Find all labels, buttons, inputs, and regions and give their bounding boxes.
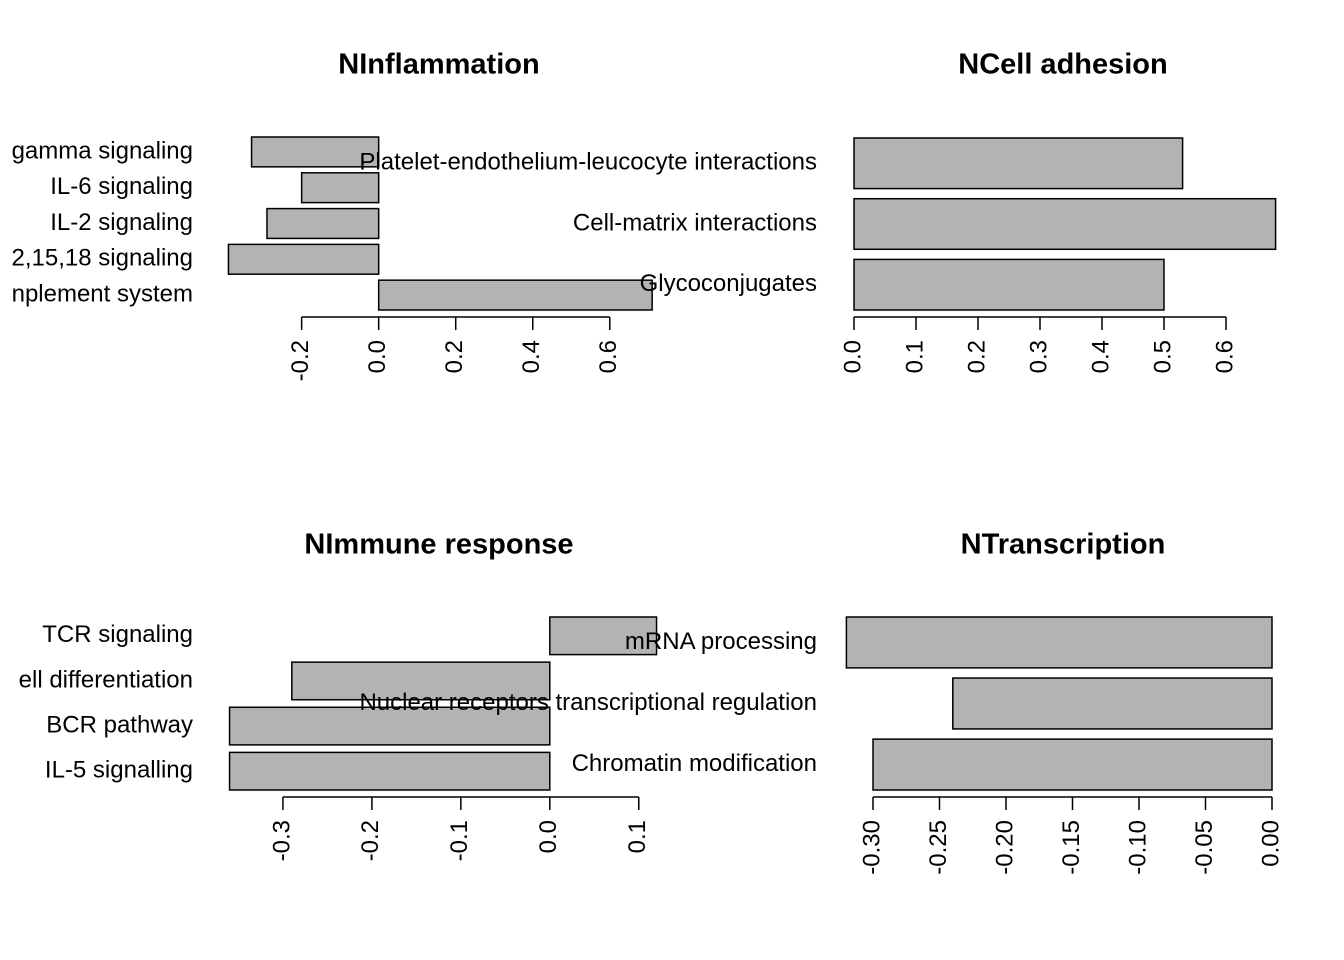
bar bbox=[872, 738, 1273, 791]
bar bbox=[853, 137, 1184, 190]
x-tick-label: 0.1 bbox=[901, 340, 928, 373]
x-tick-label: 0.0 bbox=[364, 340, 391, 373]
category-label: Nuclear receptors transcriptional regula… bbox=[359, 689, 817, 716]
x-tick-label: -0.1 bbox=[446, 820, 473, 861]
x-tick-label: -0.25 bbox=[925, 820, 952, 875]
category-label: nplement system bbox=[12, 280, 193, 307]
chart-title: NTranscription bbox=[961, 529, 1166, 561]
bar bbox=[853, 258, 1165, 311]
category-label: gamma signaling bbox=[12, 137, 193, 164]
x-tick-label: 0.6 bbox=[1211, 340, 1238, 373]
x-tick-label: 0.0 bbox=[535, 820, 562, 853]
category-label: BCR pathway bbox=[46, 711, 193, 738]
x-tick-label: 0.6 bbox=[595, 340, 622, 373]
bar bbox=[549, 616, 658, 656]
category-label: IL-2 signaling bbox=[50, 209, 193, 236]
chart-title: NImmune response bbox=[304, 529, 573, 561]
category-label: ell differentiation bbox=[19, 666, 193, 693]
x-tick-label: -0.10 bbox=[1124, 820, 1151, 875]
bar bbox=[227, 243, 380, 275]
x-tick-label: 0.1 bbox=[624, 820, 651, 853]
category-label: Chromatin modification bbox=[572, 750, 817, 777]
bar bbox=[853, 197, 1277, 251]
x-tick-label: -0.3 bbox=[268, 820, 295, 861]
chart-title: NInflammation bbox=[338, 49, 539, 81]
bar bbox=[300, 172, 380, 204]
x-tick-label: 0.4 bbox=[1087, 340, 1114, 373]
x-tick-label: -0.30 bbox=[858, 820, 885, 875]
x-tick-label: 0.2 bbox=[963, 340, 990, 373]
category-label: Cell-matrix interactions bbox=[573, 209, 817, 236]
x-tick-label: -0.15 bbox=[1058, 820, 1085, 875]
category-label: 2,15,18 signaling bbox=[12, 245, 193, 272]
x-tick-label: 0.5 bbox=[1149, 340, 1176, 373]
chart-title: NCell adhesion bbox=[958, 49, 1168, 81]
x-tick-label: 0.00 bbox=[1257, 820, 1284, 867]
category-label: Platelet-endothelium-leucocyte interacti… bbox=[359, 149, 817, 176]
category-label: Glycoconjugates bbox=[640, 270, 817, 297]
bar bbox=[845, 616, 1273, 669]
x-tick-label: 0.2 bbox=[441, 340, 468, 373]
x-tick-label: -0.20 bbox=[991, 820, 1018, 875]
category-label: mRNA processing bbox=[625, 628, 817, 655]
bar bbox=[228, 706, 551, 746]
bar bbox=[291, 661, 551, 701]
x-tick-label: -0.2 bbox=[287, 340, 314, 381]
x-tick-label: 0.4 bbox=[518, 340, 545, 373]
category-label: TCR signaling bbox=[42, 621, 193, 648]
x-tick-label: 0.3 bbox=[1025, 340, 1052, 373]
category-label: IL-5 signalling bbox=[45, 757, 193, 784]
category-label: IL-6 signaling bbox=[50, 173, 193, 200]
bar bbox=[266, 207, 380, 240]
bar bbox=[228, 751, 551, 791]
bar bbox=[952, 677, 1273, 730]
bar bbox=[377, 279, 653, 311]
x-tick-label: -0.2 bbox=[357, 820, 384, 861]
bar bbox=[250, 136, 380, 168]
x-tick-label: -0.05 bbox=[1191, 820, 1218, 875]
x-tick-label: 0.0 bbox=[839, 340, 866, 373]
